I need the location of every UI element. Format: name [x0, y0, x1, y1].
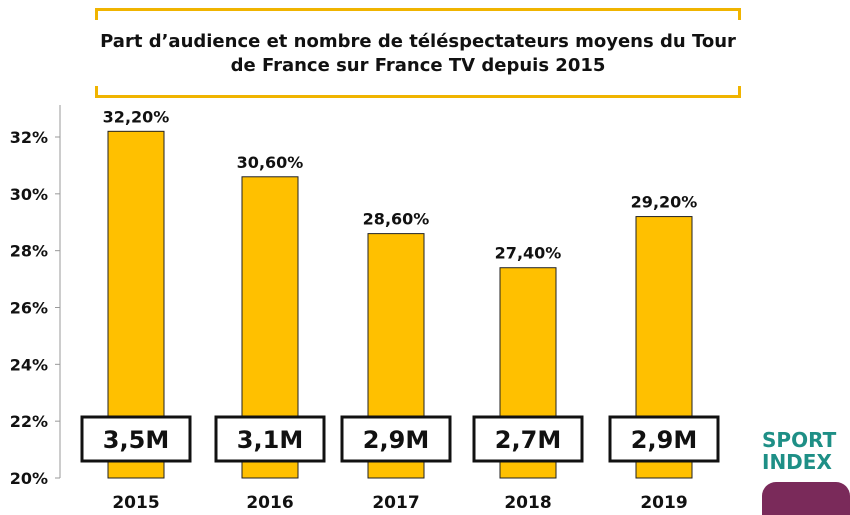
viewer-box — [608, 415, 720, 463]
y-tick-label: 22% — [10, 412, 48, 431]
x-tick-label: 2016 — [246, 493, 293, 513]
x-tick-label: 2019 — [640, 493, 687, 513]
viewer-box — [80, 415, 192, 463]
title-frame-cap-top-right — [738, 8, 741, 20]
viewer-box-label: 3,5M — [103, 426, 169, 454]
y-tick-label: 20% — [10, 469, 48, 488]
viewer-box-label: 2,9M — [363, 426, 429, 454]
logo-npa-mark — [762, 482, 850, 515]
viewer-box — [214, 415, 326, 463]
chart-title: Part d’audience et nombre de téléspectat… — [100, 31, 736, 76]
bar-value-label: 32,20% — [103, 107, 170, 126]
bar-value-label: 28,60% — [363, 210, 430, 229]
y-tick-label: 26% — [10, 299, 48, 318]
logo-line-index: INDEX — [762, 450, 832, 474]
title-frame-cap-bottom-left — [95, 86, 98, 98]
bar-value-label: 29,20% — [631, 193, 698, 212]
viewer-box-label: 2,9M — [631, 426, 697, 454]
viewer-box-label: 2,7M — [495, 426, 561, 454]
x-tick-label: 2017 — [372, 493, 419, 513]
x-tick-label: 2018 — [504, 493, 551, 513]
y-tick-label: 32% — [10, 128, 48, 147]
title-frame-cap-top-left — [95, 8, 98, 20]
viewer-box — [340, 415, 452, 463]
viewer-box-label: 3,1M — [237, 426, 303, 454]
y-tick-label: 24% — [10, 355, 48, 374]
viewer-box — [472, 415, 584, 463]
logo-line-sport: SPORT — [762, 428, 837, 452]
title-frame — [95, 8, 741, 98]
title-frame-cap-bottom-right — [738, 86, 741, 98]
y-tick-label: 28% — [10, 242, 48, 261]
sport-index-logo: SPORT INDEX — [762, 410, 850, 515]
bar-value-label: 30,60% — [237, 153, 304, 172]
y-tick-label: 30% — [10, 185, 48, 204]
bar-value-label: 27,40% — [495, 244, 562, 263]
x-tick-label: 2015 — [112, 493, 159, 513]
